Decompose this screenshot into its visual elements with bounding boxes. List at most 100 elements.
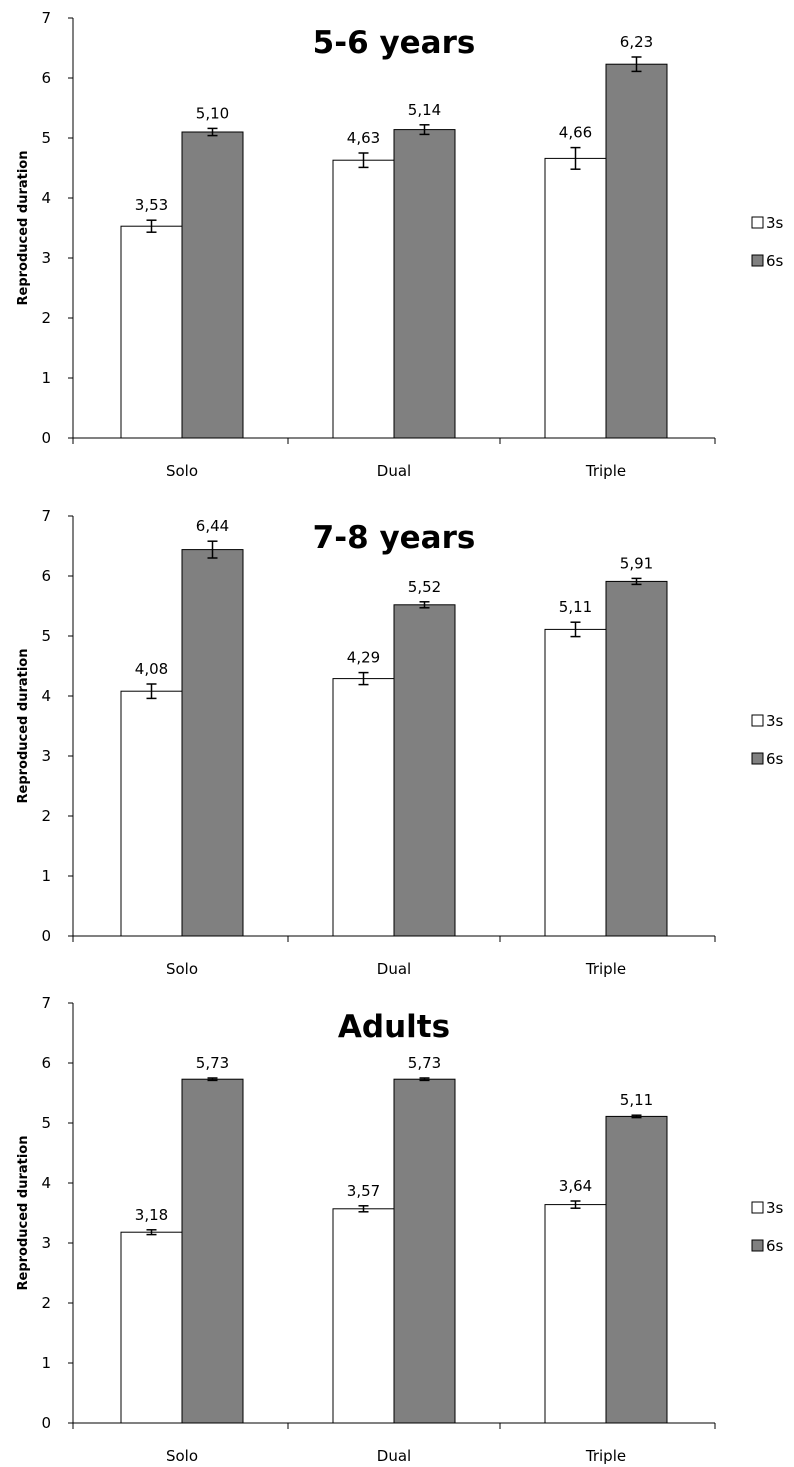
data-label: 3,64 (559, 1177, 592, 1195)
y-tick-label: 0 (41, 429, 51, 447)
legend-label: 3s (766, 712, 784, 730)
y-tick-label: 6 (41, 567, 51, 585)
bar-3s (544, 628, 607, 937)
data-label: 3,53 (135, 196, 168, 214)
y-tick-label: 5 (41, 129, 51, 147)
data-label: 6,23 (620, 33, 653, 51)
x-category-label: Triple (585, 1447, 626, 1465)
bar-6s (181, 131, 244, 439)
y-tick-label: 2 (41, 1294, 51, 1312)
y-tick-label: 0 (41, 1414, 51, 1432)
bar-3s (120, 225, 183, 439)
data-label: 5,11 (620, 1091, 653, 1109)
chart-title: Adults (338, 1009, 450, 1045)
error-bar (207, 540, 218, 559)
legend-label: 6s (766, 1237, 784, 1255)
y-tick-label: 2 (41, 807, 51, 825)
data-label: 5,91 (620, 554, 653, 572)
y-tick-label: 7 (41, 994, 51, 1012)
chart-2: 7-8 years Reproduced duration 0 1 2 3 4 5 6 7 Solo… (16, 507, 784, 978)
error-bar (358, 1205, 369, 1213)
bar-6s (393, 129, 456, 439)
x-category-label: Solo (166, 960, 198, 978)
x-category-label: Dual (377, 462, 411, 480)
data-label: 5,73 (196, 1054, 229, 1072)
y-tick-label: 7 (41, 9, 51, 27)
bar-6s (605, 580, 668, 937)
legend-swatch-3s (751, 216, 764, 229)
x-category-label: Triple (585, 462, 626, 480)
legend-swatch-3s (751, 1201, 764, 1214)
bar-3s (120, 690, 183, 937)
bar-6s (605, 1115, 668, 1424)
legend-swatch-6s (751, 1239, 764, 1252)
error-bar (419, 1077, 430, 1082)
error-bar (207, 127, 218, 137)
y-tick-label: 1 (41, 867, 51, 885)
error-bar (419, 124, 430, 136)
legend-label: 3s (766, 214, 784, 232)
y-axis-label: Reproduced duration (16, 1136, 31, 1291)
data-label: 4,66 (559, 124, 592, 142)
y-tick-label: 4 (41, 189, 51, 207)
bar-6s (181, 1078, 244, 1424)
y-tick-label: 6 (41, 1054, 51, 1072)
data-label: 4,29 (347, 649, 380, 667)
bar-3s (332, 159, 395, 439)
error-bar (358, 671, 369, 686)
y-tick-label: 0 (41, 927, 51, 945)
bar-3s (544, 157, 607, 439)
y-axis-label: Reproduced duration (16, 649, 31, 804)
bar-3s (332, 678, 395, 937)
legend-swatch-6s (751, 254, 764, 267)
y-tick-label: 2 (41, 309, 51, 327)
chart-1: 5-6 years Reproduced duration 0 1 2 3 4 5 6 7 Solo… (16, 9, 784, 480)
x-category-label: Solo (166, 462, 198, 480)
error-bar (631, 577, 642, 586)
legend-label: 6s (766, 750, 784, 768)
legend-swatch-3s (751, 714, 764, 727)
y-tick-label: 6 (41, 69, 51, 87)
legend-swatch-6s (751, 752, 764, 765)
x-category-label: Triple (585, 960, 626, 978)
bar-6s (605, 63, 668, 439)
data-label: 5,11 (559, 598, 592, 616)
data-label: 5,73 (408, 1054, 441, 1072)
data-label: 4,63 (347, 129, 380, 147)
error-bar (631, 56, 642, 73)
bar-6s (393, 604, 456, 937)
data-label: 4,08 (135, 660, 168, 678)
bar-6s (181, 549, 244, 937)
y-axis-label: Reproduced duration (16, 151, 31, 306)
data-label: 3,57 (347, 1182, 380, 1200)
data-label: 3,18 (135, 1206, 168, 1224)
x-category-label: Dual (377, 960, 411, 978)
y-tick-label: 1 (41, 1354, 51, 1372)
bar-3s (120, 1231, 183, 1424)
error-bar (570, 1200, 581, 1209)
error-bar (570, 146, 581, 170)
y-tick-label: 7 (41, 507, 51, 525)
chart-title: 7-8 years (313, 520, 476, 556)
bar-3s (332, 1208, 395, 1424)
error-bar (358, 152, 369, 169)
chart-3: Adults Reproduced duration 0 1 2 3 4 5 6 7 Solo 3,1… (16, 994, 784, 1465)
y-tick-label: 5 (41, 627, 51, 645)
x-category-label: Dual (377, 1447, 411, 1465)
y-tick-label: 4 (41, 1174, 51, 1192)
error-bar (570, 621, 581, 638)
data-label: 5,52 (408, 578, 441, 596)
y-tick-label: 5 (41, 1114, 51, 1132)
legend-label: 6s (766, 252, 784, 270)
error-bar (146, 219, 157, 233)
data-label: 6,44 (196, 517, 229, 535)
y-tick-label: 3 (41, 1234, 51, 1252)
data-label: 5,14 (408, 101, 441, 119)
legend-label: 3s (766, 1199, 784, 1217)
bar-6s (393, 1078, 456, 1424)
data-label: 5,10 (196, 104, 229, 122)
bar-3s (544, 1204, 607, 1424)
error-bar (146, 1229, 157, 1236)
y-tick-label: 3 (41, 249, 51, 267)
